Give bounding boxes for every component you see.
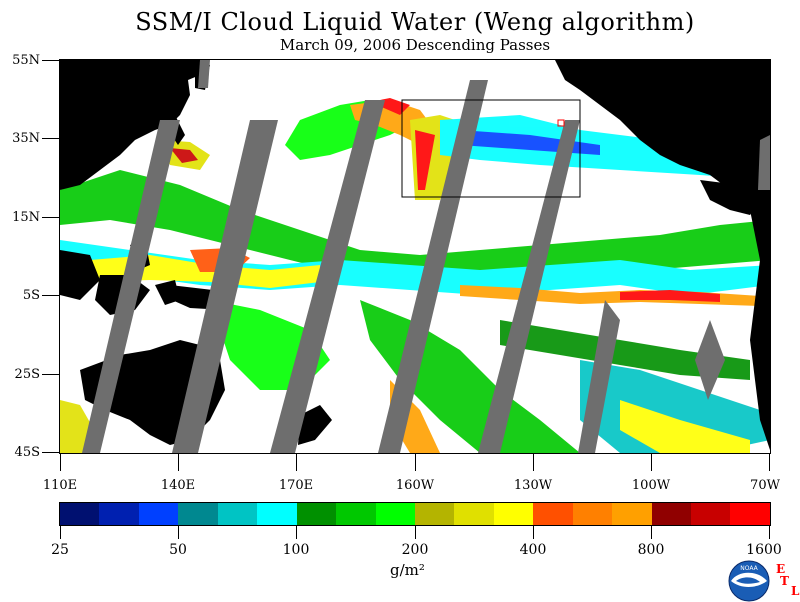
etl-letter-l: L (791, 584, 800, 598)
colorbar-swatch (138, 503, 179, 525)
y-tick (42, 452, 60, 453)
colorbar-swatch (454, 503, 494, 525)
x-tick (769, 453, 770, 471)
cloud-water-map (59, 59, 771, 454)
y-tick (42, 295, 60, 296)
y-tick (42, 138, 60, 139)
etl-letter-t: T (780, 574, 789, 588)
x-tick (651, 453, 652, 471)
colorbar-tick (651, 525, 652, 539)
colorbar-swatch (336, 503, 376, 525)
map-title: SSM/I Cloud Liquid Water (Weng algorithm… (135, 8, 695, 36)
x-label-160w: 160W (395, 478, 435, 493)
x-tick (60, 453, 61, 471)
colorbar-label-25: 25 (51, 542, 69, 558)
etl-letter-e: E (776, 562, 786, 576)
y-tick (42, 374, 60, 375)
x-label-140e: 140E (160, 478, 196, 493)
y-tick (42, 217, 60, 218)
colorbar-label-100: 100 (282, 542, 310, 558)
x-label-110e: 110E (42, 478, 78, 493)
x-tick (415, 453, 416, 471)
colorbar-swatch (493, 503, 534, 525)
colorbar-swatch (572, 503, 613, 525)
x-label-170e: 170E (278, 478, 314, 493)
colorbar-label-800: 800 (637, 542, 665, 558)
colorbar-swatch (178, 503, 218, 525)
colorbar-tick (415, 525, 416, 539)
x-tick (533, 453, 534, 471)
x-label-70w: 70W (750, 478, 780, 493)
units-label: g/m² (390, 561, 425, 579)
colorbar-tick (533, 525, 534, 539)
y-tick (42, 60, 60, 61)
mexico (700, 180, 760, 215)
colorbar-label-1600: 1600 (746, 542, 782, 558)
colorbar-tick (296, 525, 297, 539)
x-label-130w: 130W (513, 478, 553, 493)
north-america (555, 60, 770, 220)
swath-gaps (82, 60, 770, 453)
colorbar-swatch (612, 503, 652, 525)
x-tick (296, 453, 297, 471)
colorbar-swatch (217, 503, 258, 525)
new-zealand (298, 405, 332, 445)
colorbar-swatch (730, 503, 770, 525)
map-graphic (60, 60, 770, 453)
y-label-35n: 35N (12, 131, 40, 146)
colorbar-swatch (691, 503, 731, 525)
colorbar-swatch (99, 503, 139, 525)
map-subtitle: March 09, 2006 Descending Passes (279, 36, 551, 54)
colorbar-swatch (296, 503, 337, 525)
colorbar-swatch (257, 503, 297, 525)
x-tick (178, 453, 179, 471)
colorbar-swatch (60, 503, 100, 525)
south-america (750, 210, 770, 450)
colorbar-tick (60, 525, 61, 539)
colorbar-swatch (375, 503, 415, 525)
colorbar-tick (769, 525, 770, 539)
y-label-5s: 5S (22, 288, 40, 303)
y-label-25s: 25S (14, 367, 40, 382)
marker-box (557, 119, 565, 127)
colorbar-label-400: 400 (519, 542, 547, 558)
colorbar-swatch (533, 503, 573, 525)
indochina-islands (60, 250, 100, 300)
colorbar-swatch (651, 503, 691, 525)
asia-coast (60, 60, 205, 190)
study-box (401, 99, 581, 198)
y-label-55n: 55N (12, 53, 40, 68)
colorbar-label-200: 200 (401, 542, 429, 558)
y-label-15n: 15N (12, 210, 40, 225)
y-label-45s: 45S (14, 445, 40, 460)
noaa-logo: NOAA (728, 560, 770, 602)
colorbar (59, 502, 771, 526)
noaa-logo-text: NOAA (740, 565, 758, 572)
colorbar-label-50: 50 (169, 542, 187, 558)
x-label-100w: 100W (631, 478, 671, 493)
colorbar-tick (178, 525, 179, 539)
land-mass (60, 60, 770, 450)
colorbar-swatch (414, 503, 455, 525)
